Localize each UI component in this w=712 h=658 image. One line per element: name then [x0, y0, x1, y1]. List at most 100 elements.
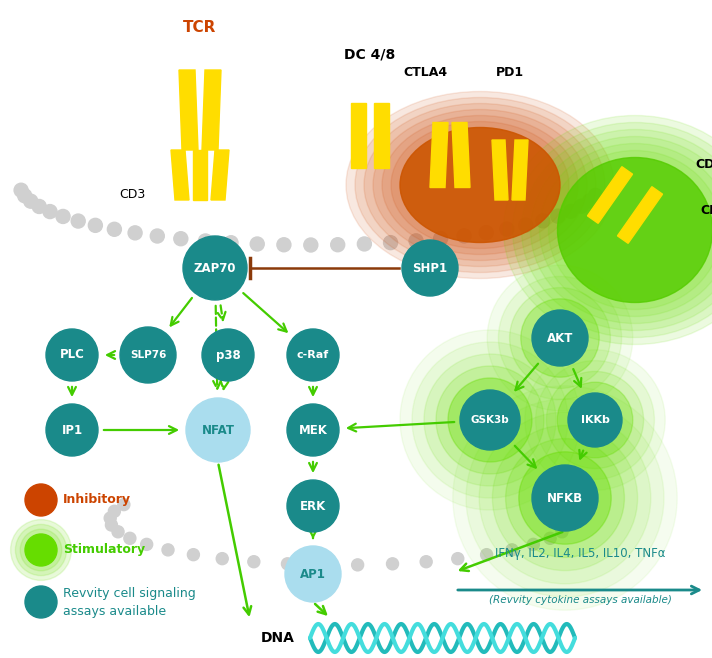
Text: AP1: AP1: [300, 567, 326, 580]
Circle shape: [20, 529, 62, 570]
Circle shape: [466, 399, 664, 597]
Circle shape: [56, 209, 70, 224]
Circle shape: [46, 329, 98, 381]
Circle shape: [436, 366, 544, 474]
Circle shape: [183, 236, 247, 300]
Circle shape: [564, 204, 577, 218]
Circle shape: [562, 519, 575, 531]
Circle shape: [202, 329, 254, 381]
Circle shape: [384, 236, 397, 249]
Polygon shape: [512, 140, 528, 200]
Text: MEK: MEK: [298, 424, 328, 436]
Text: Stimulatory: Stimulatory: [63, 544, 145, 557]
Circle shape: [420, 556, 432, 568]
Polygon shape: [193, 150, 207, 200]
Ellipse shape: [373, 109, 587, 261]
Circle shape: [224, 236, 238, 250]
Circle shape: [105, 519, 117, 531]
Circle shape: [528, 538, 539, 550]
Text: assays available: assays available: [63, 605, 166, 619]
Circle shape: [141, 538, 152, 550]
Circle shape: [589, 188, 602, 203]
Text: DNA: DNA: [261, 631, 295, 645]
Polygon shape: [179, 70, 198, 150]
Circle shape: [18, 189, 32, 203]
Circle shape: [118, 499, 130, 511]
Circle shape: [557, 382, 633, 458]
Polygon shape: [617, 187, 663, 243]
Circle shape: [304, 238, 318, 252]
Circle shape: [387, 558, 399, 570]
Ellipse shape: [540, 143, 712, 316]
Circle shape: [535, 214, 550, 228]
Circle shape: [25, 534, 57, 566]
Circle shape: [25, 484, 57, 516]
Circle shape: [150, 229, 164, 243]
Circle shape: [11, 520, 71, 580]
Text: Revvity cell signaling: Revvity cell signaling: [63, 588, 196, 601]
Ellipse shape: [382, 116, 578, 255]
Circle shape: [519, 452, 611, 544]
Text: AKT: AKT: [547, 332, 573, 345]
Text: NFAT: NFAT: [201, 424, 234, 436]
Text: ZAP70: ZAP70: [194, 261, 236, 274]
Circle shape: [43, 205, 57, 218]
Circle shape: [216, 553, 229, 565]
Circle shape: [550, 499, 562, 511]
Circle shape: [25, 586, 57, 618]
Text: c-Raf: c-Raf: [297, 350, 329, 360]
Circle shape: [575, 199, 588, 213]
Circle shape: [560, 505, 572, 517]
Circle shape: [500, 222, 514, 236]
Text: IKKb: IKKb: [580, 415, 609, 425]
Circle shape: [120, 327, 176, 383]
Circle shape: [519, 218, 533, 232]
Text: PD1: PD1: [496, 66, 524, 78]
Circle shape: [564, 512, 576, 524]
Circle shape: [162, 544, 174, 556]
Polygon shape: [452, 122, 470, 188]
Polygon shape: [211, 150, 229, 200]
Ellipse shape: [513, 122, 712, 338]
Circle shape: [108, 505, 120, 517]
Circle shape: [460, 390, 520, 450]
Circle shape: [568, 393, 622, 447]
Polygon shape: [171, 150, 189, 200]
Ellipse shape: [400, 128, 560, 243]
Circle shape: [287, 329, 339, 381]
Text: p38: p38: [216, 349, 241, 361]
Ellipse shape: [346, 91, 614, 278]
Circle shape: [556, 526, 568, 538]
Circle shape: [186, 398, 250, 462]
Text: IFNγ, IL2, IL4, IL5, IL10, TNFα: IFNγ, IL2, IL4, IL5, IL10, TNFα: [495, 547, 665, 560]
Circle shape: [551, 209, 565, 223]
Text: CD28: CD28: [695, 159, 712, 172]
Circle shape: [479, 412, 651, 584]
Circle shape: [525, 350, 665, 490]
Circle shape: [409, 234, 423, 248]
Circle shape: [448, 378, 532, 462]
Text: TCR: TCR: [183, 20, 216, 36]
Circle shape: [46, 404, 98, 456]
Text: PLC: PLC: [60, 349, 85, 361]
Ellipse shape: [557, 157, 712, 303]
Circle shape: [199, 234, 212, 248]
Circle shape: [535, 361, 654, 480]
Text: CD3: CD3: [119, 188, 145, 201]
Ellipse shape: [530, 136, 712, 324]
Circle shape: [71, 214, 85, 228]
Circle shape: [493, 426, 638, 570]
Circle shape: [506, 544, 518, 556]
Ellipse shape: [521, 130, 712, 330]
Circle shape: [498, 276, 622, 399]
Circle shape: [546, 371, 644, 468]
Text: CD40L: CD40L: [700, 203, 712, 216]
Ellipse shape: [391, 122, 569, 249]
Circle shape: [453, 386, 677, 610]
Circle shape: [424, 354, 556, 486]
Circle shape: [281, 558, 293, 570]
Circle shape: [582, 194, 597, 208]
Polygon shape: [587, 166, 632, 223]
Circle shape: [402, 240, 458, 296]
Circle shape: [108, 222, 121, 236]
